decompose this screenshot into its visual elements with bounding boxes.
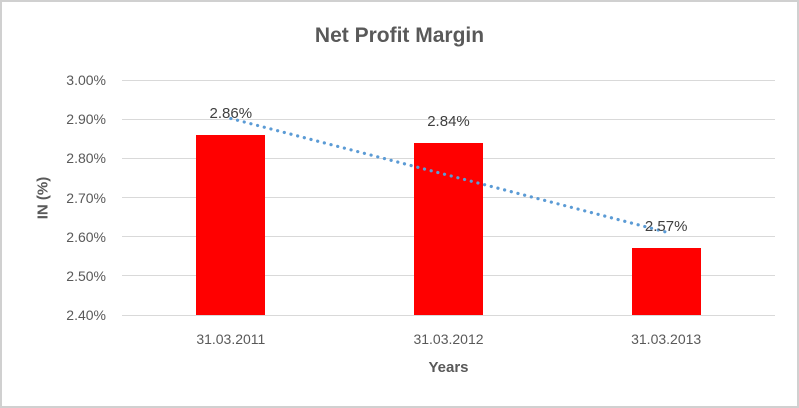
x-tick-label: 31.03.2012 <box>413 331 484 347</box>
bar-31.03.2012 <box>414 142 483 315</box>
y-tick-label: 2.90% <box>66 111 106 128</box>
bar-31.03.2013 <box>631 248 701 315</box>
gridline <box>122 118 775 120</box>
y-tick-label: 2.50% <box>66 267 106 284</box>
data-label: 2.57% <box>644 218 688 236</box>
y-tick-label: 2.40% <box>66 307 106 323</box>
x-tick-label: 31.03.2011 <box>196 331 266 347</box>
plot-area <box>122 79 775 316</box>
data-label: 2.84% <box>427 112 470 130</box>
gridline <box>122 314 775 316</box>
gridline <box>122 79 775 81</box>
y-tick-label: 2.70% <box>66 189 106 206</box>
y-tick-label: 2.80% <box>66 150 106 167</box>
x-axis-title: Years <box>428 359 469 376</box>
x-tick-label: 31.03.2013 <box>631 331 702 347</box>
y-tick-label: 3.00% <box>66 72 106 88</box>
trendline <box>229 116 668 234</box>
chart-title: Net Profit Margin <box>314 24 485 47</box>
trendline-path <box>229 116 668 234</box>
y-tick-label: 2.60% <box>66 228 106 245</box>
bar-31.03.2011 <box>196 134 266 315</box>
data-label: 2.86% <box>209 104 253 122</box>
